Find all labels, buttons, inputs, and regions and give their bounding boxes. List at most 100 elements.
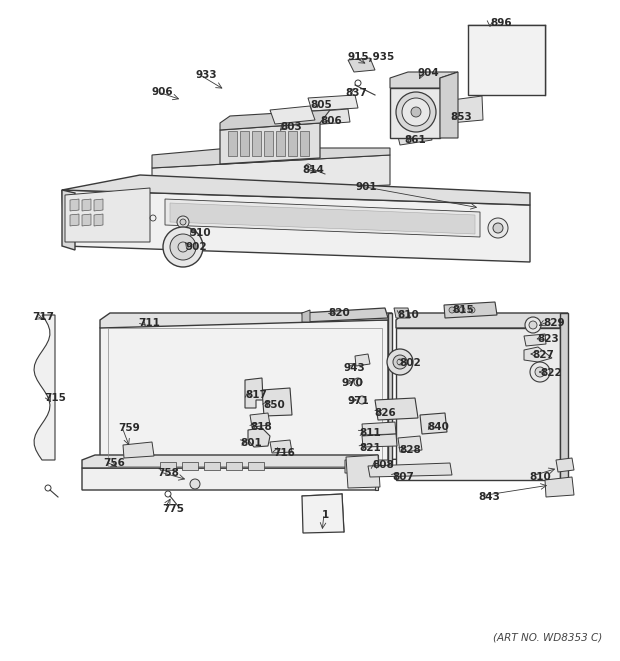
Polygon shape <box>362 434 397 447</box>
Polygon shape <box>362 422 396 435</box>
Text: 837: 837 <box>345 88 367 98</box>
Polygon shape <box>375 455 378 490</box>
Polygon shape <box>450 96 483 123</box>
Circle shape <box>163 227 203 267</box>
Text: 807: 807 <box>392 472 414 482</box>
Text: 826: 826 <box>374 408 396 418</box>
Text: 971: 971 <box>348 396 370 406</box>
Polygon shape <box>82 455 378 468</box>
Polygon shape <box>556 458 574 472</box>
Text: 806: 806 <box>320 116 342 126</box>
Text: 759: 759 <box>118 423 140 433</box>
Circle shape <box>469 307 475 313</box>
Text: 814: 814 <box>302 165 324 175</box>
Polygon shape <box>240 131 249 156</box>
Text: 775: 775 <box>162 504 184 514</box>
Polygon shape <box>62 190 75 250</box>
Polygon shape <box>165 199 480 237</box>
Polygon shape <box>170 203 475 234</box>
Polygon shape <box>62 190 530 262</box>
Polygon shape <box>82 214 91 226</box>
Circle shape <box>387 349 413 375</box>
Polygon shape <box>82 199 91 211</box>
Polygon shape <box>220 110 330 130</box>
Text: 711: 711 <box>138 318 160 328</box>
Circle shape <box>177 216 189 228</box>
Text: 820: 820 <box>328 308 350 318</box>
Polygon shape <box>152 155 390 195</box>
Polygon shape <box>62 175 530 205</box>
Text: 817: 817 <box>245 390 267 400</box>
Text: 861: 861 <box>404 135 426 145</box>
Text: 823: 823 <box>537 334 559 344</box>
Polygon shape <box>226 462 242 470</box>
Text: 717: 717 <box>32 312 54 322</box>
Text: 716: 716 <box>273 448 295 458</box>
Circle shape <box>459 307 465 313</box>
Polygon shape <box>420 413 447 434</box>
Polygon shape <box>524 334 546 346</box>
Text: 808: 808 <box>372 460 394 470</box>
Text: 821: 821 <box>359 443 381 453</box>
Text: 811: 811 <box>359 428 381 438</box>
Text: 1: 1 <box>322 510 329 520</box>
Circle shape <box>493 223 503 233</box>
Polygon shape <box>276 131 285 156</box>
Polygon shape <box>288 131 297 156</box>
Polygon shape <box>182 462 198 470</box>
Circle shape <box>305 164 311 170</box>
Text: 802: 802 <box>399 358 421 368</box>
Text: 906: 906 <box>152 87 174 97</box>
Polygon shape <box>524 347 552 362</box>
Polygon shape <box>396 122 432 145</box>
Polygon shape <box>204 462 220 470</box>
Polygon shape <box>70 199 79 211</box>
Text: 843: 843 <box>478 492 500 502</box>
Polygon shape <box>160 462 176 470</box>
Polygon shape <box>440 72 458 138</box>
Circle shape <box>535 367 545 377</box>
Polygon shape <box>70 214 79 226</box>
Polygon shape <box>302 308 388 322</box>
Text: 853: 853 <box>450 112 472 122</box>
Polygon shape <box>355 354 370 366</box>
Circle shape <box>170 234 196 260</box>
Polygon shape <box>82 468 378 490</box>
Polygon shape <box>390 72 458 88</box>
Text: 715: 715 <box>44 393 66 403</box>
Circle shape <box>449 307 455 313</box>
Polygon shape <box>220 123 320 164</box>
Text: 810: 810 <box>529 472 551 482</box>
Circle shape <box>354 378 362 386</box>
Polygon shape <box>302 310 310 322</box>
Text: 815: 815 <box>452 305 474 315</box>
Polygon shape <box>308 95 358 111</box>
Polygon shape <box>248 462 264 470</box>
Text: 933: 933 <box>196 70 218 80</box>
Text: 756: 756 <box>103 458 125 468</box>
Polygon shape <box>94 199 103 211</box>
Polygon shape <box>248 428 270 447</box>
Text: 803: 803 <box>280 122 302 132</box>
Text: 904: 904 <box>418 68 440 78</box>
Text: 805: 805 <box>310 100 332 110</box>
Polygon shape <box>264 131 273 156</box>
Polygon shape <box>65 188 150 242</box>
Circle shape <box>488 218 508 238</box>
Polygon shape <box>545 477 574 497</box>
Text: 827: 827 <box>532 350 554 360</box>
Polygon shape <box>245 378 263 408</box>
Text: 829: 829 <box>543 318 565 328</box>
Polygon shape <box>444 302 497 318</box>
Text: 850: 850 <box>263 400 285 410</box>
Text: 910: 910 <box>190 228 211 238</box>
Text: 822: 822 <box>540 368 562 378</box>
Polygon shape <box>398 436 422 452</box>
Text: 970: 970 <box>341 378 363 388</box>
Text: (ART NO. WD8353 C): (ART NO. WD8353 C) <box>494 633 603 643</box>
Polygon shape <box>560 313 568 480</box>
Polygon shape <box>368 463 452 477</box>
Polygon shape <box>123 442 154 458</box>
Polygon shape <box>300 131 309 156</box>
Circle shape <box>530 362 550 382</box>
